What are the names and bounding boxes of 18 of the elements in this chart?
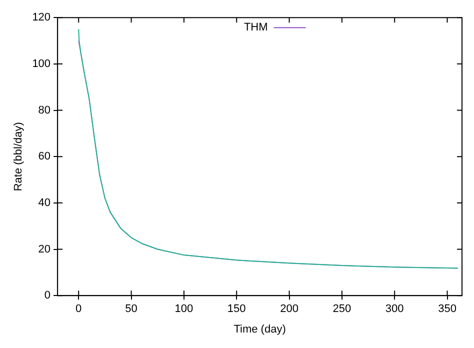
x-tick-label: 350: [438, 303, 456, 316]
y-tick-label: 80: [38, 104, 51, 116]
y-tick-label: 120: [32, 12, 51, 24]
x-tick-label: 50: [125, 303, 138, 316]
x-tick-label: 100: [174, 303, 194, 316]
x-axis-title: Time (day): [234, 323, 286, 336]
y-tick-label: 40: [38, 196, 51, 209]
x-tick-label: 250: [332, 303, 352, 316]
y-axis-title: Rate (bbl/day): [12, 122, 25, 192]
x-tick-label: 150: [227, 303, 246, 316]
y-tick-label: 20: [38, 243, 51, 256]
x-tick-label: 0: [76, 303, 82, 316]
x-tick-label: 200: [280, 303, 298, 316]
text: THM: [244, 22, 268, 34]
y-tick-label: 100: [32, 58, 51, 70]
x-tick-label: 300: [385, 303, 404, 316]
y-tick-label: 0: [44, 290, 51, 302]
y-tick-label: 60: [38, 150, 51, 163]
